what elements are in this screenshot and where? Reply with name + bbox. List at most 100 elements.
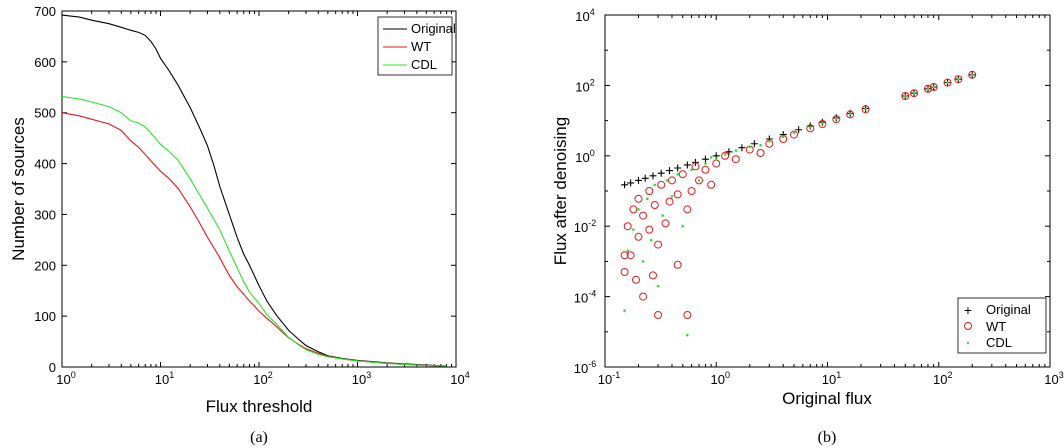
chart-b-point-original [641, 174, 649, 182]
chart-b-point-cdl [645, 197, 649, 201]
chart-b-point-wt [683, 311, 692, 320]
chart-b-point-wt [657, 180, 666, 189]
chart-b-point-wt [654, 311, 663, 320]
chart-b-point-wt [707, 180, 716, 189]
chart-a-xtick-label: 104 [450, 370, 469, 387]
chart-b-point-cdl [641, 260, 645, 263]
chart-b-point-wt [910, 89, 919, 98]
chart-b-point-cdl [848, 112, 852, 116]
chart-b-point-wt [673, 190, 682, 199]
chart-b-point-cdl [970, 73, 974, 77]
chart-b-point-wt [701, 165, 710, 174]
chart-b-point-original [750, 140, 758, 148]
chart-b-point-cdl [835, 117, 838, 120]
chart-b-point-wt [968, 70, 977, 79]
chart-a-ytick-label: 300 [34, 207, 56, 222]
chart-b-point-original [649, 172, 657, 180]
chart-b-ytick-label: 100 [575, 148, 594, 165]
chart-b-point-cdl [690, 168, 693, 172]
chart-a-ytick-label: 500 [34, 106, 56, 121]
chart-b-legend-label-original: Original [986, 302, 1031, 317]
chart-b-point-original [634, 176, 642, 184]
chart-a-xtick-label: 101 [155, 370, 174, 387]
chart-b-point-cdl [649, 238, 653, 242]
chart-b-point-cdl [676, 172, 679, 176]
chart-b-point-cdl [709, 156, 713, 159]
chart-b-point-original [725, 148, 733, 156]
chart-a-caption: (a) [250, 429, 268, 446]
chart-b-point-original [627, 179, 635, 187]
chart-b-point-original [666, 167, 674, 175]
chart-b-point-wt [634, 194, 643, 203]
chart-b-legend-marker-original: + [964, 302, 972, 318]
chart-a-xtick-label: 103 [352, 370, 371, 387]
chart-a-xtick-label: 100 [56, 370, 75, 387]
chart-a-ylabel: Number of sources [9, 117, 28, 261]
chart-b-point-wt [721, 151, 730, 160]
chart-b-point-original [738, 144, 746, 152]
chart-b-point-wt [691, 162, 700, 171]
chart-a-xtick-label: 102 [253, 370, 272, 387]
chart-b-point-wt [901, 91, 910, 100]
chart-b-point-wt [632, 275, 641, 284]
chart-b-legend-label-wt: WT [986, 319, 1006, 334]
chart-b-point-cdl [626, 249, 630, 253]
chart-b-point-wt [623, 222, 632, 231]
chart-b-legend-label-cdl: CDL [986, 335, 1012, 350]
chart-b-point-original [683, 161, 691, 169]
chart-b-point-wt [923, 84, 932, 93]
chart-b-point-wt [943, 78, 952, 87]
chart-a-legend: Original WT CDL [377, 16, 456, 76]
chart-b-point-cdl [946, 81, 949, 84]
chart-b-point-cdl [781, 135, 785, 138]
chart-b-point-wt [695, 176, 704, 185]
chart-b-point-cdl [957, 77, 960, 81]
chart-b-point-original [621, 181, 629, 189]
chart-b-point-wt [790, 130, 799, 139]
chart-b-point-wt [626, 251, 635, 260]
chart-b-point-cdl [670, 195, 674, 198]
chart-b-point-wt [634, 232, 643, 241]
chart-b-point-cdl [637, 208, 640, 211]
chart-a-series-wt [61, 112, 447, 367]
chart-b-ytick-label: 10-6 [574, 359, 596, 376]
chart-b-point-wt [861, 105, 870, 114]
chart-a-ytick-label: 700 [34, 4, 56, 19]
chart-b-ytick-label: 104 [575, 7, 594, 24]
chart-b-point-wt [665, 197, 674, 206]
chart-b-point-wt [832, 115, 841, 124]
chart-a-legend-label-wt: WT [411, 39, 431, 54]
chart-b-point-wt [645, 225, 654, 234]
chart-b-point-cdl [714, 157, 718, 161]
chart-b-point-wt [846, 110, 855, 119]
chart-b-xlabel: Original flux [782, 389, 872, 408]
chart-b-point-cdl [864, 107, 867, 111]
chart-b-point-cdl [912, 91, 916, 95]
chart-b-point-wt [648, 271, 657, 280]
chart-a-series-original [61, 14, 447, 367]
chart-b-point-cdl [681, 224, 685, 228]
chart-b-point-cdl [704, 162, 707, 165]
chart-b-point-cdl [768, 139, 771, 143]
chart-b-point-cdl [792, 131, 796, 135]
chart-b-point-wt [620, 251, 629, 260]
chart-b-legend-marker-cdl [966, 341, 970, 345]
chart-b-point-cdl [661, 214, 664, 217]
chart-b-ylabel: Flux after denoising [551, 117, 570, 265]
chart-b-legend: + Original WT CDL [957, 297, 1047, 354]
chart-b-point-cdl [926, 87, 930, 91]
chart-a-legend-label-cdl: CDL [411, 57, 437, 72]
chart-a-series-cdl [61, 95, 447, 367]
chart-b-point-cdl [686, 333, 689, 337]
chart-b-point-cdl [653, 183, 657, 187]
chart-b-point-wt [678, 170, 687, 179]
chart-b: 10-1 100 101 102 103 10-6 10-4 10-2 100 102 104 Or… [551, 7, 1064, 446]
chart-b-point-cdl [903, 94, 907, 98]
chart-b-ytick-label: 10-4 [574, 289, 596, 306]
chart-b-point-wt [687, 187, 696, 195]
chart-b-point-wt [639, 211, 648, 220]
chart-b-point-wt [806, 124, 815, 133]
chart-b-point-cdl [723, 153, 727, 156]
